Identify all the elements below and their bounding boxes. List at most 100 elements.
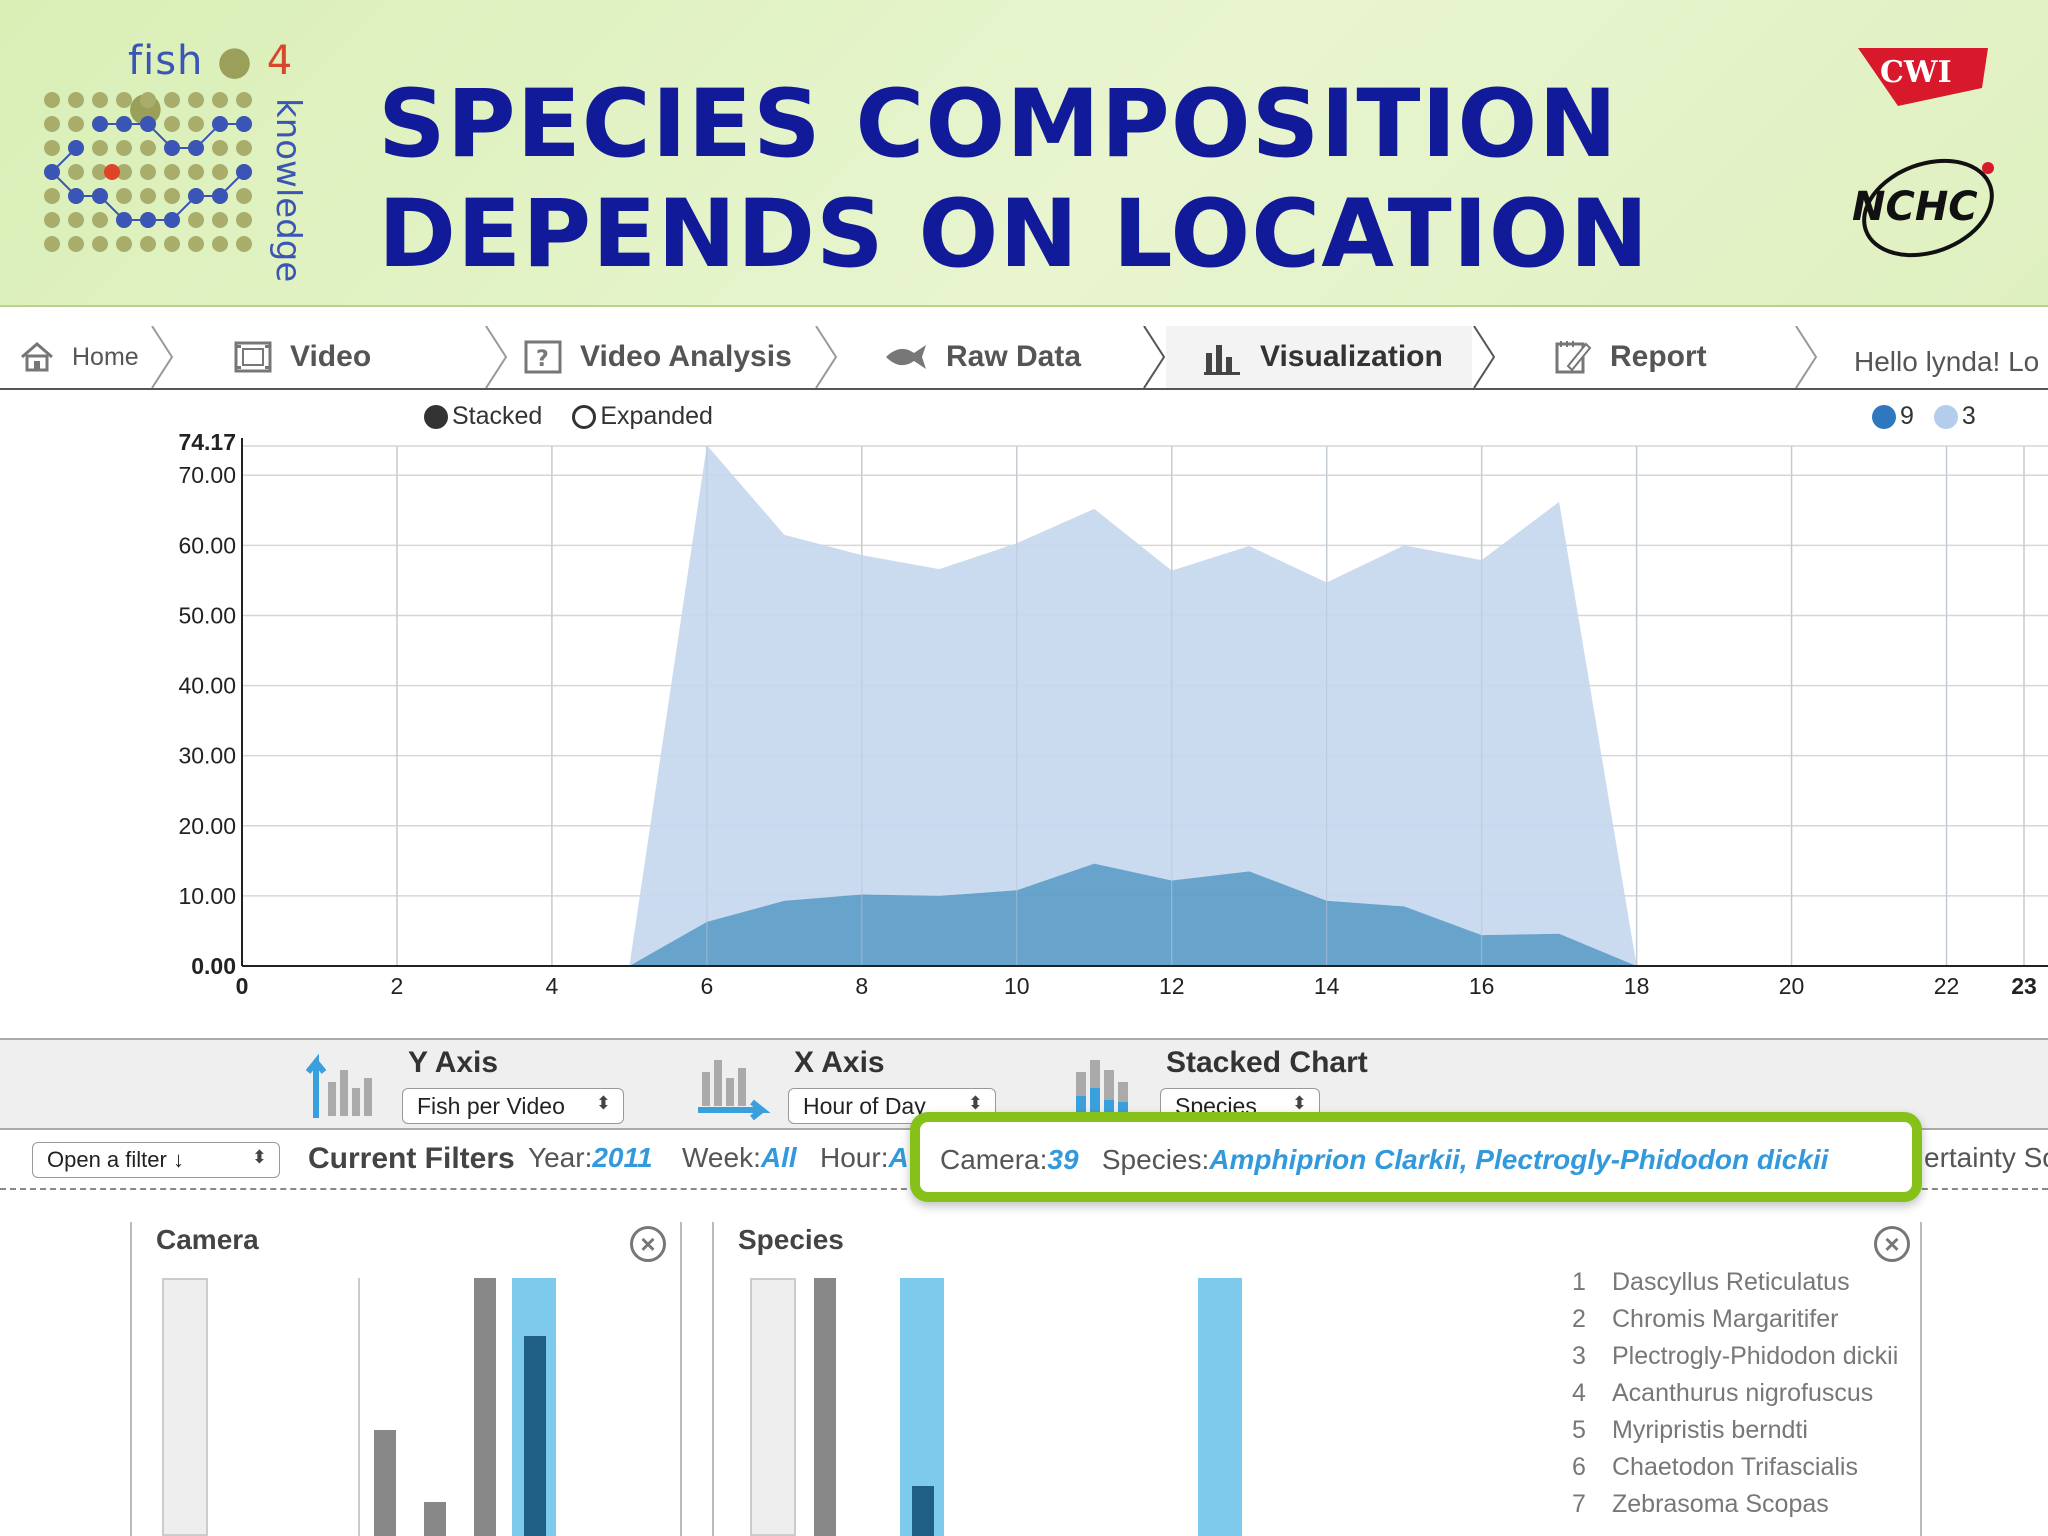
species-list-item[interactable]: 3 Plectrogly-Phidodon dickii <box>1572 1342 1899 1370</box>
species-list-item[interactable]: 6 Chaetodon Trifascialis <box>1572 1453 1858 1481</box>
camera-bar[interactable] <box>162 1278 208 1536</box>
svg-text:?: ? <box>536 347 549 372</box>
camera-bar-selected-fill <box>524 1336 546 1536</box>
current-filters-label: Current Filters <box>308 1142 515 1175</box>
tab-video-analysis-label: Video Analysis <box>580 340 792 373</box>
slide-title-line-2: DEPENDS ON LOCATION <box>378 180 1650 289</box>
stacked-chart-label: Stacked Chart <box>1166 1046 1368 1079</box>
tab-divider <box>485 326 508 388</box>
logout-link-fragment[interactable]: Lo <box>2008 346 2040 377</box>
legend-series-3-swatch[interactable] <box>1933 404 1958 429</box>
main-nav: Home Video ? Video Analysis Raw Data Vis… <box>0 326 2048 390</box>
species-panel: Species × <box>712 1222 1922 1536</box>
bar-chart-icon <box>1202 339 1242 375</box>
stacked-chart-icon <box>1076 1060 1128 1116</box>
x-tick-label: 4 <box>546 973 559 999</box>
header-banner: fish ● 4 ● <box>0 0 2048 307</box>
tab-video[interactable]: Video <box>234 326 484 388</box>
logo-word-knowledge: knowledge <box>268 98 308 283</box>
species-list-item[interactable]: 7 Zebrasoma Scopas <box>1572 1490 1829 1518</box>
home-icon <box>20 342 54 372</box>
y-axis-label: Y Axis <box>408 1046 499 1079</box>
x-tick-label: 6 <box>700 973 713 999</box>
open-filter-select[interactable]: Open a filter ↓ ⬍ <box>32 1142 280 1178</box>
nchc-logo-text: NCHC <box>1852 184 1978 230</box>
tab-home-label: Home <box>72 342 139 371</box>
cwi-logo: CWI <box>1858 48 1988 106</box>
tab-divider <box>1143 326 1166 388</box>
question-icon: ? <box>524 340 562 374</box>
species-list-item[interactable]: 5 Myripristis berndti <box>1572 1416 1808 1444</box>
tab-divider <box>815 326 838 388</box>
tab-report-label: Report <box>1610 340 1707 373</box>
stacked-radio-label: Stacked <box>452 402 543 430</box>
camera-axis-line <box>358 1278 360 1536</box>
logo-word-4: 4 <box>266 38 294 84</box>
area-series-3 <box>629 445 1637 966</box>
tab-raw-data[interactable]: Raw Data <box>882 326 1142 388</box>
logo-word-fish: fish <box>128 38 204 84</box>
camera-panel: Camera × <box>130 1222 682 1536</box>
x-tick-label: 20 <box>1779 973 1805 999</box>
y-tick-label: 50.00 <box>178 602 236 628</box>
species-bar[interactable] <box>750 1278 796 1536</box>
slide-title-line-1: SPECIES COMPOSITION <box>378 70 1618 179</box>
select-arrows-icon: ⬍ <box>251 1147 267 1167</box>
legend-series-9-label: 9 <box>1900 402 1914 430</box>
species-filter-value: Amphiprion Clarkii, Plectrogly-Phidodon … <box>1209 1144 1829 1175</box>
camera-bar[interactable] <box>374 1430 396 1536</box>
y-axis-select[interactable]: Fish per Video ⬍ <box>402 1088 624 1124</box>
hour-filter-value: A <box>888 1142 909 1173</box>
week-filter-value: All <box>760 1142 797 1173</box>
tab-video-analysis[interactable]: ? Video Analysis <box>524 326 814 388</box>
year-filter[interactable]: Year:2011 <box>528 1142 653 1173</box>
hour-filter[interactable]: Hour:A <box>820 1142 909 1173</box>
x-tick-label: 23 <box>2011 973 2037 999</box>
species-list-item[interactable]: 4 Acanthurus nigrofuscus <box>1572 1379 1874 1407</box>
legend-series-9-swatch[interactable] <box>1872 404 1896 429</box>
certainty-filter[interactable]: ertainty Sc <box>1924 1142 2048 1173</box>
x-tick-label: 14 <box>1314 973 1340 999</box>
legend-series-3-label: 3 <box>1961 402 1976 430</box>
camera-filter[interactable]: Camera:39 <box>940 1144 1079 1175</box>
x-tick-label: 12 <box>1159 973 1185 999</box>
week-filter[interactable]: Week:All <box>682 1142 797 1173</box>
highlighted-filters: Camera:39 Species:Amphiprion Clarkii, Pl… <box>940 1144 1828 1176</box>
tab-home[interactable]: Home <box>20 326 150 388</box>
tab-visualization[interactable]: Visualization <box>1166 326 1472 388</box>
species-bar[interactable] <box>814 1278 836 1536</box>
camera-bar[interactable] <box>474 1278 496 1536</box>
y-tick-label: 70.00 <box>178 462 236 488</box>
stacked-radio[interactable] <box>424 404 448 429</box>
x-tick-label: 0 <box>236 973 249 999</box>
species-bar-selected[interactable] <box>1198 1278 1242 1536</box>
species-filter[interactable]: Species:Amphiprion Clarkii, Plectrogly-P… <box>1101 1144 1829 1175</box>
slide-title: SPECIES COMPOSITION DEPENDS ON LOCATION <box>378 70 1708 290</box>
camera-bar[interactable] <box>424 1502 446 1536</box>
highlighted-filters-callout: Camera:39 Species:Amphiprion Clarkii, Pl… <box>910 1112 1922 1202</box>
film-icon <box>234 341 272 373</box>
select-arrows-icon: ⬍ <box>967 1093 983 1113</box>
x-axis-label: X Axis <box>794 1046 885 1079</box>
y-tick-label: 30.00 <box>178 743 236 769</box>
chart-mode-toggle: Stacked Expanded <box>424 402 713 431</box>
species-panel-close-icon[interactable]: × <box>1874 1226 1910 1262</box>
expanded-radio[interactable] <box>572 404 597 429</box>
tab-report[interactable]: Report <box>1554 326 1794 388</box>
user-greeting: Hello lynda! Lo <box>1854 346 2040 377</box>
y-tick-label: 10.00 <box>178 883 236 909</box>
camera-panel-title: Camera <box>156 1224 259 1255</box>
y-axis-select-value: Fish per Video <box>417 1093 565 1119</box>
x-tick-label: 18 <box>1624 973 1650 999</box>
x-tick-label: 16 <box>1469 973 1495 999</box>
species-list-item[interactable]: 2 Chromis Margaritifer <box>1572 1305 1839 1333</box>
camera-panel-close-icon[interactable]: × <box>630 1226 666 1262</box>
y-tick-label: 74.17 <box>178 429 236 455</box>
expanded-radio-label: Expanded <box>600 402 713 430</box>
area-chart: 0 2 4 6 8 10 12 14 16 18 20 22 23 0.00 10.00 20.00 30.00… <box>0 392 2048 1032</box>
cwi-logo-text: CWI <box>1880 55 1952 90</box>
y-tick-label: 0.00 <box>191 953 236 979</box>
year-filter-value: 2011 <box>592 1142 653 1173</box>
area-series-9 <box>629 863 1637 966</box>
species-list-item[interactable]: 1 Dascyllus Reticulatus <box>1572 1268 1850 1296</box>
